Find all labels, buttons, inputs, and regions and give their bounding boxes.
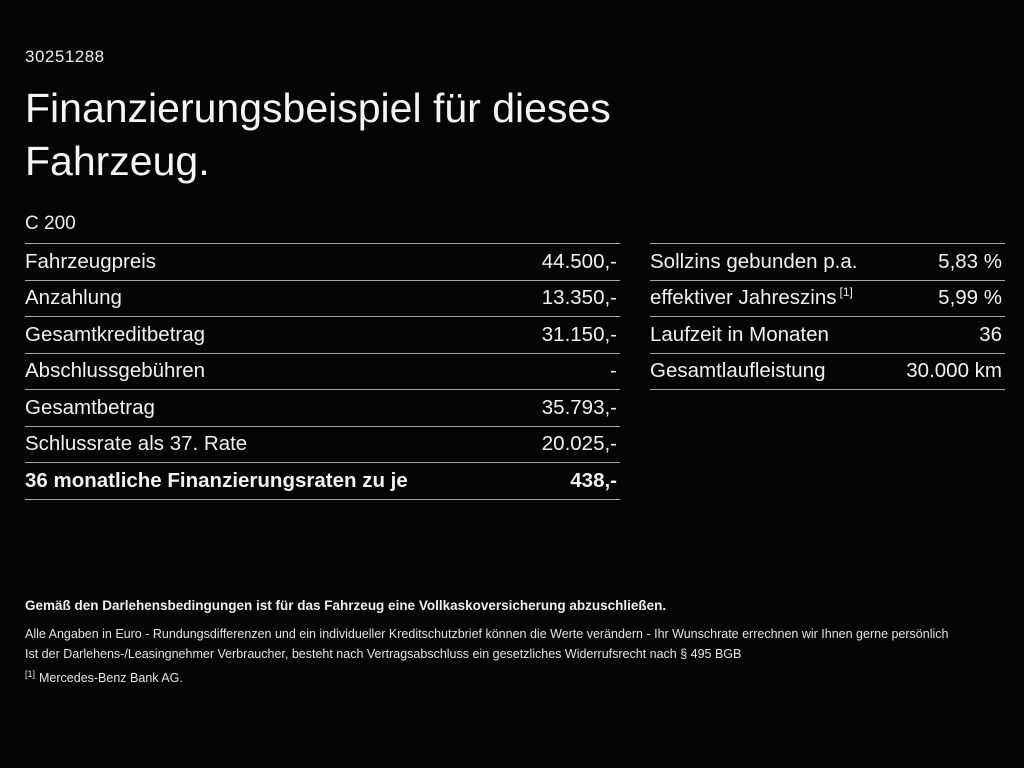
row-value: 5,99 % <box>938 286 1002 310</box>
row-label: Abschlussgebühren <box>25 359 206 383</box>
row-value: 36 <box>979 322 1002 346</box>
table-row: Fahrzeugpreis 44.500,- <box>25 243 620 280</box>
row-label: Anzahlung <box>25 286 122 310</box>
table-row: Anzahlung 13.350,- <box>25 279 620 317</box>
row-value: 5,83 % <box>938 249 1002 273</box>
vehicle-model: C 200 <box>25 213 76 234</box>
footnote-text: Mercedes-Benz Bank AG. <box>39 671 183 686</box>
table-row: Abschlussgebühren - <box>25 352 620 390</box>
row-label: Sollzins gebunden p.a. <box>650 249 858 273</box>
reference-number: 30251288 <box>25 47 105 66</box>
disclaimer-line-1: Alle Angaben in Euro - Rundungsdifferenz… <box>25 627 949 641</box>
row-value: 20.025,- <box>541 432 617 456</box>
table-row: Schlussrate als 37. Rate 20.025,- <box>25 425 620 463</box>
table-row-monthly-rate: 36 monatliche Finanzierungsraten zu je 4… <box>25 462 620 500</box>
table-row: Sollzins gebunden p.a. 5,83 % <box>650 243 1005 280</box>
legal-footer: Gemäß den Darlehensbedingungen ist für d… <box>25 598 1004 685</box>
row-value: - <box>610 359 617 383</box>
row-label: Fahrzeugpreis <box>25 249 157 273</box>
footnote-marker: [1] <box>25 669 36 679</box>
row-value: 31.150,- <box>541 322 617 346</box>
row-value: 438,- <box>570 468 617 492</box>
footnote-reference: [1] <box>839 285 853 300</box>
row-label: effektiver Jahreszins [1] <box>650 285 853 310</box>
row-value: 44.500,- <box>541 249 617 273</box>
table-row: Gesamtlaufleistung 30.000 km <box>650 352 1005 390</box>
table-row: Laufzeit in Monaten 36 <box>650 316 1005 353</box>
table-row: Gesamtbetrag 35.793,- <box>25 389 620 426</box>
finance-table-right: Sollzins gebunden p.a. 5,83 % effektiver… <box>650 243 1005 390</box>
finance-table-left: Fahrzeugpreis 44.500,- Anzahlung 13.350,… <box>25 243 620 500</box>
row-label: 36 monatliche Finanzierungsraten zu je <box>25 468 408 492</box>
row-label: Schlussrate als 37. Rate <box>25 432 248 456</box>
row-label: Laufzeit in Monaten <box>650 322 829 346</box>
row-value: 30.000 km <box>906 359 1002 383</box>
row-value: 35.793,- <box>541 395 617 419</box>
row-label: Gesamtlaufleistung <box>650 359 826 383</box>
row-label: Gesamtbetrag <box>25 395 155 419</box>
disclaimer-line-2: Ist der Darlehens-/Leasingnehmer Verbrau… <box>25 647 742 661</box>
table-row: effektiver Jahreszins [1] 5,99 % <box>650 279 1005 317</box>
row-label: Gesamtkreditbetrag <box>25 322 206 346</box>
bank-footnote: [1] Mercedes-Benz Bank AG. <box>25 669 1004 685</box>
insurance-note: Gemäß den Darlehensbedingungen ist für d… <box>25 598 667 613</box>
row-value: 13.350,- <box>541 286 617 310</box>
page-title: Finanzierungsbeispiel für dieses Fahrzeu… <box>25 85 611 185</box>
table-row: Gesamtkreditbetrag 31.150,- <box>25 316 620 353</box>
